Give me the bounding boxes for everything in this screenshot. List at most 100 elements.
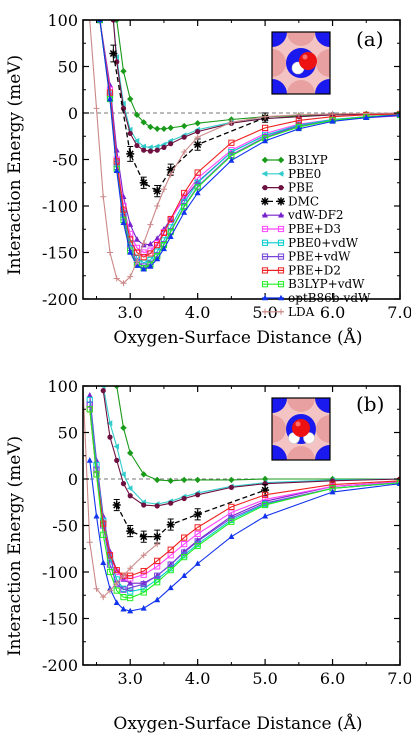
oxygen-highlight: [295, 421, 301, 427]
data-point: [147, 240, 154, 247]
data-point: [106, 561, 114, 568]
legend-item: PBE0: [261, 167, 321, 181]
data-point: [228, 119, 235, 126]
data-point: [363, 114, 370, 120]
data-point: [278, 211, 284, 218]
data-point: [194, 134, 201, 141]
panel-label: (b): [356, 392, 384, 416]
y-tick-label: 50: [58, 58, 78, 77]
inset-molecule-image: [271, 31, 331, 95]
data-point: [106, 587, 113, 594]
data-point: [120, 594, 127, 601]
plot-area: [83, 386, 400, 614]
data-point: [127, 572, 134, 579]
data-point: [147, 221, 154, 228]
legend-item: PBE+D2: [261, 263, 341, 277]
data-point: [120, 280, 127, 287]
data-point: [133, 236, 140, 242]
data-point: [86, 396, 93, 404]
data-point: [278, 308, 284, 315]
legend-label: PBE+D2: [288, 263, 341, 277]
data-point: [127, 607, 134, 614]
data-point: [153, 187, 162, 196]
surface-atom-pink: [272, 49, 286, 77]
data-point: [140, 471, 147, 478]
surface-atom-blue: [272, 32, 287, 47]
plot-area: [86, 20, 400, 287]
data-point: [166, 165, 175, 174]
data-point: [139, 178, 148, 187]
surface-atom-blue: [272, 398, 287, 413]
data-point: [127, 493, 133, 499]
data-point: [167, 567, 174, 574]
legend-label: DMC: [288, 194, 319, 208]
data-point: [228, 139, 235, 146]
data-point: [277, 156, 285, 164]
data-point: [154, 596, 161, 603]
data-point: [194, 530, 201, 537]
data-point: [193, 510, 202, 519]
data-point: [153, 532, 162, 541]
surface-atom-pink: [316, 49, 330, 77]
data-point: [167, 546, 174, 553]
data-point: [140, 589, 147, 596]
data-point: [139, 532, 148, 541]
data-point: [160, 245, 167, 252]
y-tick-label: -200: [42, 656, 78, 675]
data-point: [160, 125, 168, 133]
legend-label: optB86b-vdW: [288, 291, 371, 305]
series-line: [116, 386, 400, 482]
oxygen-highlight: [302, 54, 308, 60]
legend-label: PBE+D3: [288, 222, 341, 236]
surface-atom-pink: [287, 32, 315, 46]
panel-b: Interaction Energy (meV) Oxygen-Surface …: [5, 377, 411, 734]
data-point: [154, 147, 160, 153]
data-point: [147, 148, 154, 154]
series-b3lyp: [113, 386, 400, 485]
data-point: [168, 500, 174, 506]
y-tick-label: -50: [52, 517, 78, 536]
data-point: [278, 294, 284, 301]
data-point: [127, 594, 134, 602]
data-point: [153, 125, 161, 133]
data-point: [154, 235, 161, 241]
x-tick-label: 7.0: [387, 669, 411, 688]
series-lda: [86, 20, 400, 287]
data-point: [127, 130, 133, 137]
data-point: [194, 542, 201, 550]
series-line: [89, 20, 400, 284]
data-point: [194, 169, 201, 176]
data-point: [93, 512, 100, 519]
surface-atom-blue: [272, 445, 287, 460]
data-point: [262, 185, 268, 191]
data-point: [181, 495, 187, 502]
data-point: [167, 477, 174, 485]
data-point: [140, 580, 147, 588]
data-point: [147, 123, 154, 131]
data-point: [120, 219, 127, 226]
data-point: [120, 481, 127, 487]
data-point: [180, 476, 188, 484]
y-tick-label: -50: [52, 151, 78, 170]
data-point: [181, 134, 187, 140]
data-point: [154, 203, 161, 209]
data-point: [262, 137, 269, 144]
data-point: [140, 265, 147, 272]
data-point: [86, 401, 93, 408]
data-point: [168, 141, 174, 147]
inset-molecule-image: [271, 397, 331, 461]
data-point: [261, 281, 269, 288]
data-point: [127, 565, 134, 572]
data-point: [195, 492, 201, 498]
legend-item: vdW-DF2: [262, 208, 344, 222]
data-point: [140, 604, 147, 611]
data-point: [140, 552, 147, 559]
data-point: [93, 585, 100, 592]
data-point: [154, 557, 161, 564]
surface-atom-blue: [315, 445, 330, 460]
x-tick-label: 4.0: [185, 303, 210, 322]
data-point: [120, 471, 126, 478]
data-point: [262, 491, 269, 498]
data-point: [262, 294, 268, 301]
y-tick-label: -100: [42, 563, 78, 582]
